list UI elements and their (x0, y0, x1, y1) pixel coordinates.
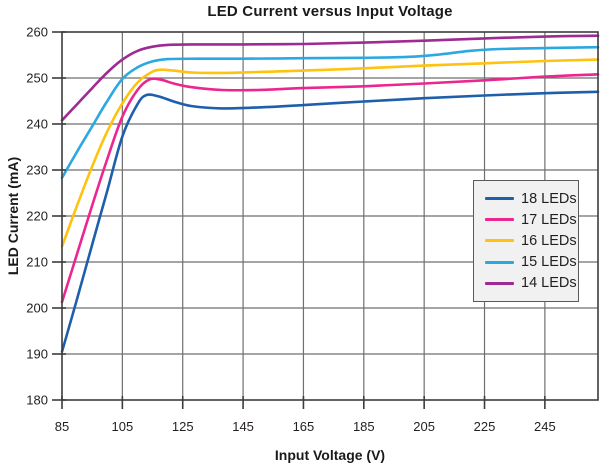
x-axis-label: Input Voltage (V) (274, 447, 386, 463)
series-line-15-leds (60, 45, 600, 180)
y-tick-label: 250 (26, 71, 48, 86)
y-tick-label: 220 (26, 209, 48, 224)
x-tick-label: 105 (112, 419, 134, 434)
legend-line-swatch (485, 239, 514, 243)
legend-line-swatch (485, 281, 514, 285)
y-tick-label: 230 (26, 163, 48, 178)
legend-line-swatch (485, 260, 514, 264)
legend-label: 18 LEDs (521, 190, 577, 207)
legend-item-18-leds: 18 LEDs (485, 192, 578, 207)
legend-line-swatch (485, 197, 514, 201)
legend-label: 15 LEDs (521, 253, 577, 270)
x-tick-label: 185 (353, 419, 375, 434)
axis-ticks (52, 31, 546, 409)
axis-tick-labels: 85 105 125 145 165 185 205 225 245 180 190 200 210 22… (26, 25, 555, 435)
series-line-17-leds (60, 73, 600, 304)
x-tick-label: 165 (293, 419, 315, 434)
chart-title: LED Current versus Input Voltage (207, 3, 453, 20)
legend-line-swatch (485, 218, 514, 222)
legend-item-16-leds: 16 LEDs (485, 234, 578, 249)
legend-label: 14 LEDs (521, 274, 577, 291)
legend-label: 17 LEDs (521, 211, 577, 228)
series-line-16-leds (60, 58, 600, 248)
y-tick-label: 260 (26, 25, 48, 40)
legend-label: 16 LEDs (521, 232, 577, 249)
legend-item-17-leds: 17 LEDs (485, 213, 578, 228)
y-tick-label: 200 (26, 301, 48, 316)
legend-item-15-leds: 15 LEDs (485, 255, 578, 270)
series-curves (60, 34, 600, 353)
y-tick-label: 190 (26, 347, 48, 362)
x-tick-label: 85 (55, 419, 69, 434)
series-line-18-leds (60, 90, 600, 353)
x-tick-label: 245 (534, 419, 556, 434)
x-tick-label: 205 (413, 419, 435, 434)
x-tick-label: 225 (474, 419, 496, 434)
legend: 18 LEDs 17 LEDs 16 LEDs 15 LEDs 14 LEDs (473, 180, 579, 302)
x-tick-label: 145 (232, 419, 254, 434)
y-tick-label: 240 (26, 117, 48, 132)
x-tick-label: 125 (172, 419, 194, 434)
legend-item-14-leds: 14 LEDs (485, 276, 578, 291)
y-tick-label: 210 (26, 255, 48, 270)
y-tick-label: 180 (26, 393, 48, 408)
series-line-14-leds (60, 34, 600, 122)
